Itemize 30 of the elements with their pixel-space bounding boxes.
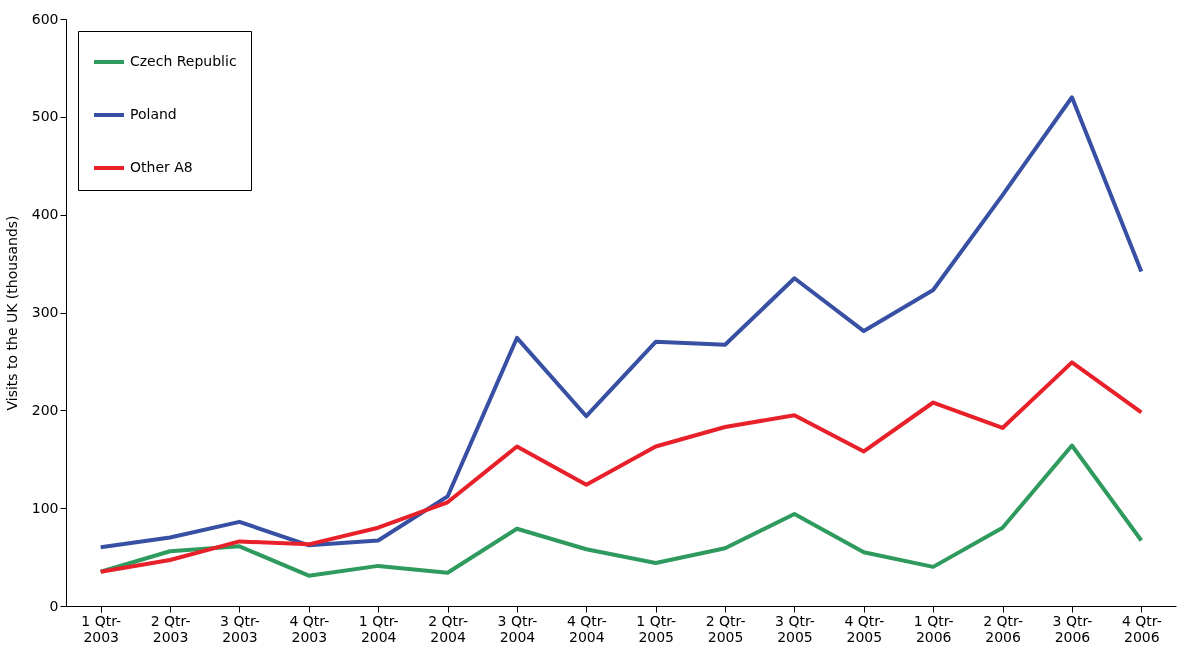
x-tick-label: 4 Qtr-2003 [289, 612, 330, 645]
x-tick-label: 4 Qtr-2004 [566, 612, 607, 645]
x-tick-label: 1 Qtr-2003 [81, 612, 122, 645]
y-tick-label: 600 [31, 10, 59, 27]
x-tick-label: 1 Qtr-2006 [913, 612, 954, 645]
legend-label: Czech Republic [130, 53, 237, 69]
x-tick-label: 4 Qtr-2006 [1121, 612, 1162, 645]
line-series [98, 95, 1144, 550]
x-tick-label: 2 Qtr-2004 [428, 612, 468, 645]
x-tick-label: 3 Qtr-2005 [775, 612, 815, 645]
x-tick-label: 1 Qtr-2004 [358, 612, 399, 645]
x-tick-label: 2 Qtr-2003 [150, 612, 191, 645]
y-tick-label: 400 [31, 206, 59, 223]
y-tick-label: 500 [31, 108, 59, 125]
y-tick-label: 200 [31, 401, 59, 418]
x-tick-label: 2 Qtr-2006 [983, 612, 1023, 645]
y-tick-label: 300 [31, 304, 59, 320]
line-series [98, 360, 1144, 574]
x-tick-label: 2 Qtr-2005 [705, 612, 746, 645]
y-tick-label: 100 [31, 499, 59, 516]
x-tick-label: 1 Qtr-2005 [636, 612, 677, 645]
y-tick-label: 0 [49, 597, 59, 614]
legend-label: Poland [130, 106, 177, 122]
y-axis-title: Visits to the UK (thousands) [3, 215, 20, 411]
line-series [98, 443, 1144, 578]
x-tick-label: 3 Qtr-2006 [1052, 612, 1093, 645]
x-tick-label: 3 Qtr-2004 [497, 612, 538, 645]
x-tick-label: 3 Qtr-2003 [220, 612, 260, 645]
x-tick-label: 4 Qtr-2005 [844, 612, 885, 645]
legend-label: Other A8 [130, 159, 193, 175]
